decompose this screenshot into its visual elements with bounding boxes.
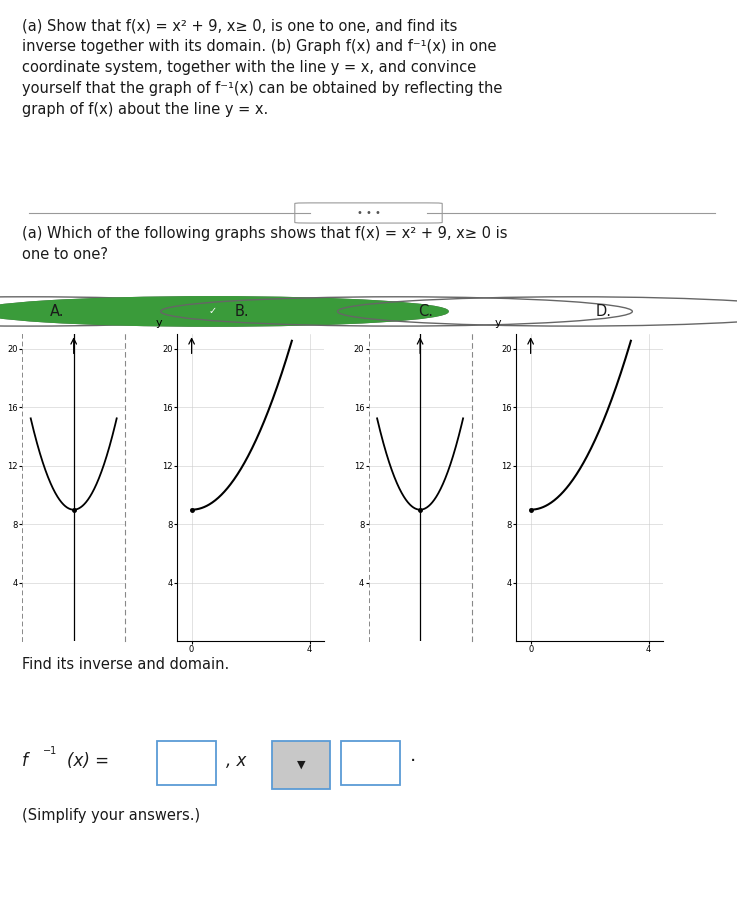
Text: ✓: ✓: [208, 307, 217, 316]
Circle shape: [0, 297, 448, 326]
Text: , x: , x: [226, 752, 247, 770]
Text: A.: A.: [50, 304, 65, 319]
Text: D.: D.: [595, 304, 612, 319]
FancyBboxPatch shape: [271, 741, 330, 790]
Text: ·: ·: [410, 751, 416, 770]
Text: (Simplify your answers.): (Simplify your answers.): [22, 808, 200, 823]
Text: (x) =: (x) =: [67, 752, 109, 770]
Text: • • •: • • •: [357, 208, 380, 218]
FancyBboxPatch shape: [295, 203, 442, 223]
Text: C.: C.: [419, 304, 433, 319]
FancyBboxPatch shape: [340, 741, 399, 785]
FancyBboxPatch shape: [157, 741, 216, 785]
Text: (a) Show that f(x) = x² + 9, x≥ 0, is one to one, and find its
inverse together : (a) Show that f(x) = x² + 9, x≥ 0, is on…: [22, 18, 503, 117]
Text: Find its inverse and domain.: Find its inverse and domain.: [22, 657, 229, 672]
Text: ▼: ▼: [297, 760, 305, 770]
Y-axis label: y: y: [495, 318, 501, 328]
Text: f: f: [22, 752, 28, 770]
Text: B.: B.: [234, 304, 249, 319]
Text: −1: −1: [43, 746, 57, 756]
Y-axis label: y: y: [156, 318, 162, 328]
Text: (a) Which of the following graphs shows that f(x) = x² + 9, x≥ 0 is
one to one?: (a) Which of the following graphs shows …: [22, 226, 508, 262]
